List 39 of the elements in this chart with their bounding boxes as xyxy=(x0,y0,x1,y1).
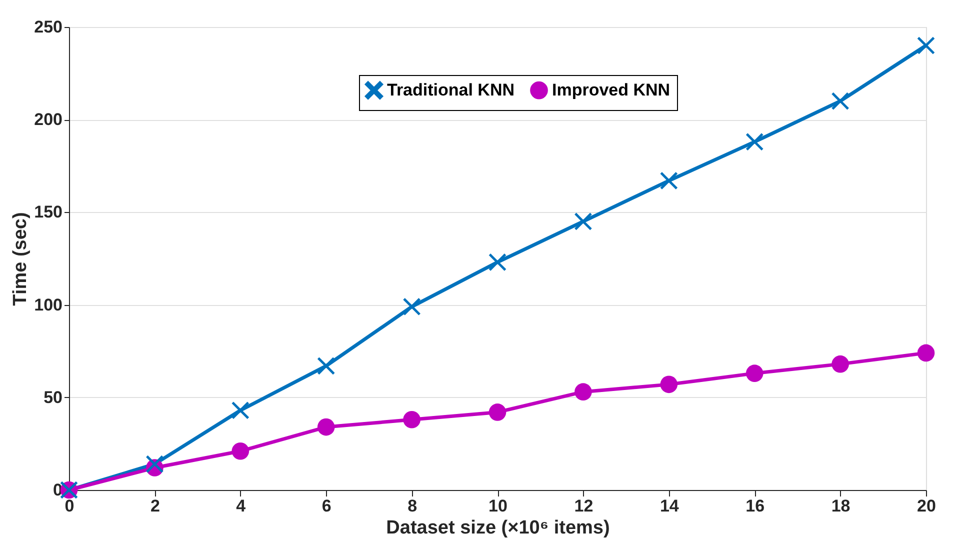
x-tick-label: 8 xyxy=(408,496,418,516)
y-tick-label: 150 xyxy=(34,202,62,222)
y-tick-label: 50 xyxy=(44,388,62,407)
x-tick-label: 16 xyxy=(746,496,765,516)
point xyxy=(660,376,678,394)
point xyxy=(317,357,335,375)
y-tick-label: 200 xyxy=(34,110,62,130)
x-tick-label: 4 xyxy=(236,496,246,516)
x-tick-label: 0 xyxy=(64,496,74,516)
point xyxy=(832,92,849,110)
point xyxy=(403,410,420,428)
point xyxy=(746,364,764,382)
x-tick-label: 6 xyxy=(322,496,332,516)
point xyxy=(917,344,935,362)
point xyxy=(574,383,592,400)
point xyxy=(488,404,506,421)
x-axis-title: Dataset size (×10⁶ items) xyxy=(386,518,610,538)
y-axis-title: Time (sec) xyxy=(10,212,32,306)
point xyxy=(403,298,420,316)
legend-label: Improved KNN xyxy=(552,80,670,100)
y-tick-label: 250 xyxy=(34,18,62,36)
x-tick-label: 14 xyxy=(660,496,680,516)
x-tick-label: 2 xyxy=(150,496,160,516)
point xyxy=(832,355,849,373)
point xyxy=(917,36,935,54)
x-tick-label: 10 xyxy=(488,496,508,516)
y-tick-label: 100 xyxy=(34,295,62,314)
point xyxy=(146,455,164,473)
point xyxy=(317,418,335,436)
point xyxy=(660,172,678,190)
legend-label: Traditional KNN xyxy=(387,80,515,100)
x-tick-label: 20 xyxy=(917,496,936,516)
point xyxy=(574,212,592,230)
point xyxy=(232,402,250,420)
point xyxy=(746,133,764,150)
x-tick-label: 12 xyxy=(574,496,594,516)
x-tick-label: 18 xyxy=(831,496,850,516)
point xyxy=(232,442,250,460)
point xyxy=(488,254,506,271)
